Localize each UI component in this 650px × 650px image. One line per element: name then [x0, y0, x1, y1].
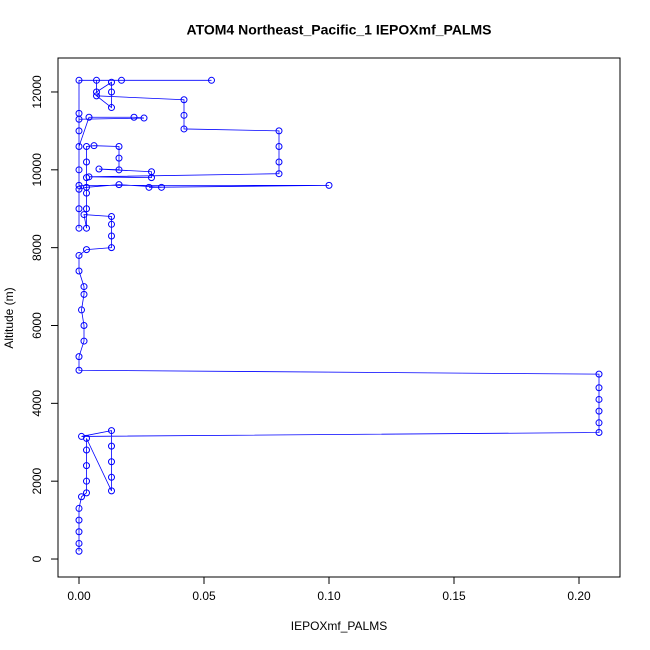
data-point — [180, 111, 188, 119]
data-point — [83, 446, 90, 454]
data-point — [75, 166, 83, 174]
data-point — [83, 477, 90, 485]
data-point — [158, 183, 165, 191]
data-point — [93, 88, 100, 96]
data-point — [145, 183, 153, 191]
data-point — [108, 78, 115, 86]
data-point — [108, 427, 115, 435]
data-point — [275, 127, 283, 135]
data-point — [83, 224, 90, 232]
data-point — [75, 539, 83, 547]
data-point — [78, 306, 85, 314]
data-point — [108, 213, 115, 221]
data-point — [83, 246, 90, 254]
data-point — [75, 205, 83, 213]
plot-frame — [57, 57, 621, 578]
y-tick-label: 8000 — [30, 234, 44, 261]
data-point — [595, 384, 603, 392]
data-point — [85, 173, 93, 181]
data-point — [130, 113, 138, 121]
x-tick-label: 0.20 — [567, 589, 591, 603]
data-point — [180, 96, 188, 104]
x-tick-label: 0.00 — [67, 589, 91, 603]
y-tick-label: 4000 — [30, 390, 44, 417]
data-point — [80, 290, 88, 298]
data-point — [75, 547, 83, 555]
y-axis-label: Altitude (m) — [2, 287, 16, 348]
data-point — [595, 419, 603, 427]
data-point — [108, 473, 115, 481]
data-point — [148, 174, 155, 182]
data-point — [80, 283, 88, 291]
data-point — [83, 158, 90, 166]
data-point — [75, 185, 83, 193]
data-point — [75, 528, 83, 536]
data-point — [80, 321, 88, 329]
data-point — [208, 76, 215, 84]
y-tick-label: 0 — [30, 555, 44, 562]
x-tick-label: 0.10 — [317, 589, 341, 603]
data-point — [78, 432, 85, 440]
data-point — [75, 181, 83, 189]
data-point — [85, 113, 93, 121]
data-point — [275, 158, 283, 166]
data-point — [595, 370, 603, 378]
chart-title: ATOM4 Northeast_Pacific_1 IEPOXmf_PALMS — [187, 22, 492, 38]
data-point — [595, 407, 603, 415]
data-point — [108, 458, 115, 466]
data-point — [75, 353, 83, 361]
data-point — [83, 462, 90, 470]
data-point — [75, 267, 83, 275]
data-point — [75, 251, 83, 259]
data-point — [75, 76, 83, 84]
data-point — [93, 76, 100, 84]
data-point — [115, 142, 123, 150]
data-point — [75, 516, 83, 524]
data-point — [275, 170, 283, 178]
data-point — [75, 127, 83, 135]
data-point — [118, 76, 125, 84]
y-tick-label: 6000 — [30, 312, 44, 339]
data-point — [180, 125, 188, 133]
data-point — [75, 504, 83, 512]
data-point — [115, 166, 123, 174]
data-point — [83, 183, 90, 191]
data-point — [95, 165, 103, 173]
data-line — [78, 79, 600, 552]
data-point — [75, 224, 83, 232]
data-point — [595, 395, 603, 403]
data-point — [325, 181, 333, 189]
x-axis-label: IEPOXmf_PALMS — [291, 619, 387, 633]
data-point — [140, 114, 148, 122]
data-point — [90, 142, 98, 150]
data-point — [275, 142, 283, 150]
data-point — [108, 244, 115, 252]
data-point — [115, 154, 123, 162]
data-point — [83, 489, 90, 497]
data-point — [80, 211, 88, 219]
data-point — [80, 337, 88, 345]
data-point — [75, 115, 83, 123]
data-point — [108, 487, 115, 495]
x-tick-label: 0.05 — [192, 589, 216, 603]
data-point — [595, 429, 603, 437]
y-tick-label: 2000 — [30, 468, 44, 495]
y-tick-label: 10000 — [30, 153, 44, 187]
data-point — [83, 205, 90, 213]
data-point — [83, 142, 90, 150]
data-point — [78, 493, 85, 501]
data-point — [108, 232, 115, 240]
data-point — [75, 142, 83, 150]
y-tick-label: 12000 — [30, 75, 44, 109]
data-point — [115, 181, 123, 189]
data-point — [108, 88, 115, 96]
data-point — [93, 92, 100, 100]
data-point — [108, 104, 115, 112]
data-point — [75, 366, 83, 374]
data-point — [108, 442, 115, 450]
data-point — [108, 220, 115, 228]
x-tick-label: 0.15 — [442, 589, 466, 603]
